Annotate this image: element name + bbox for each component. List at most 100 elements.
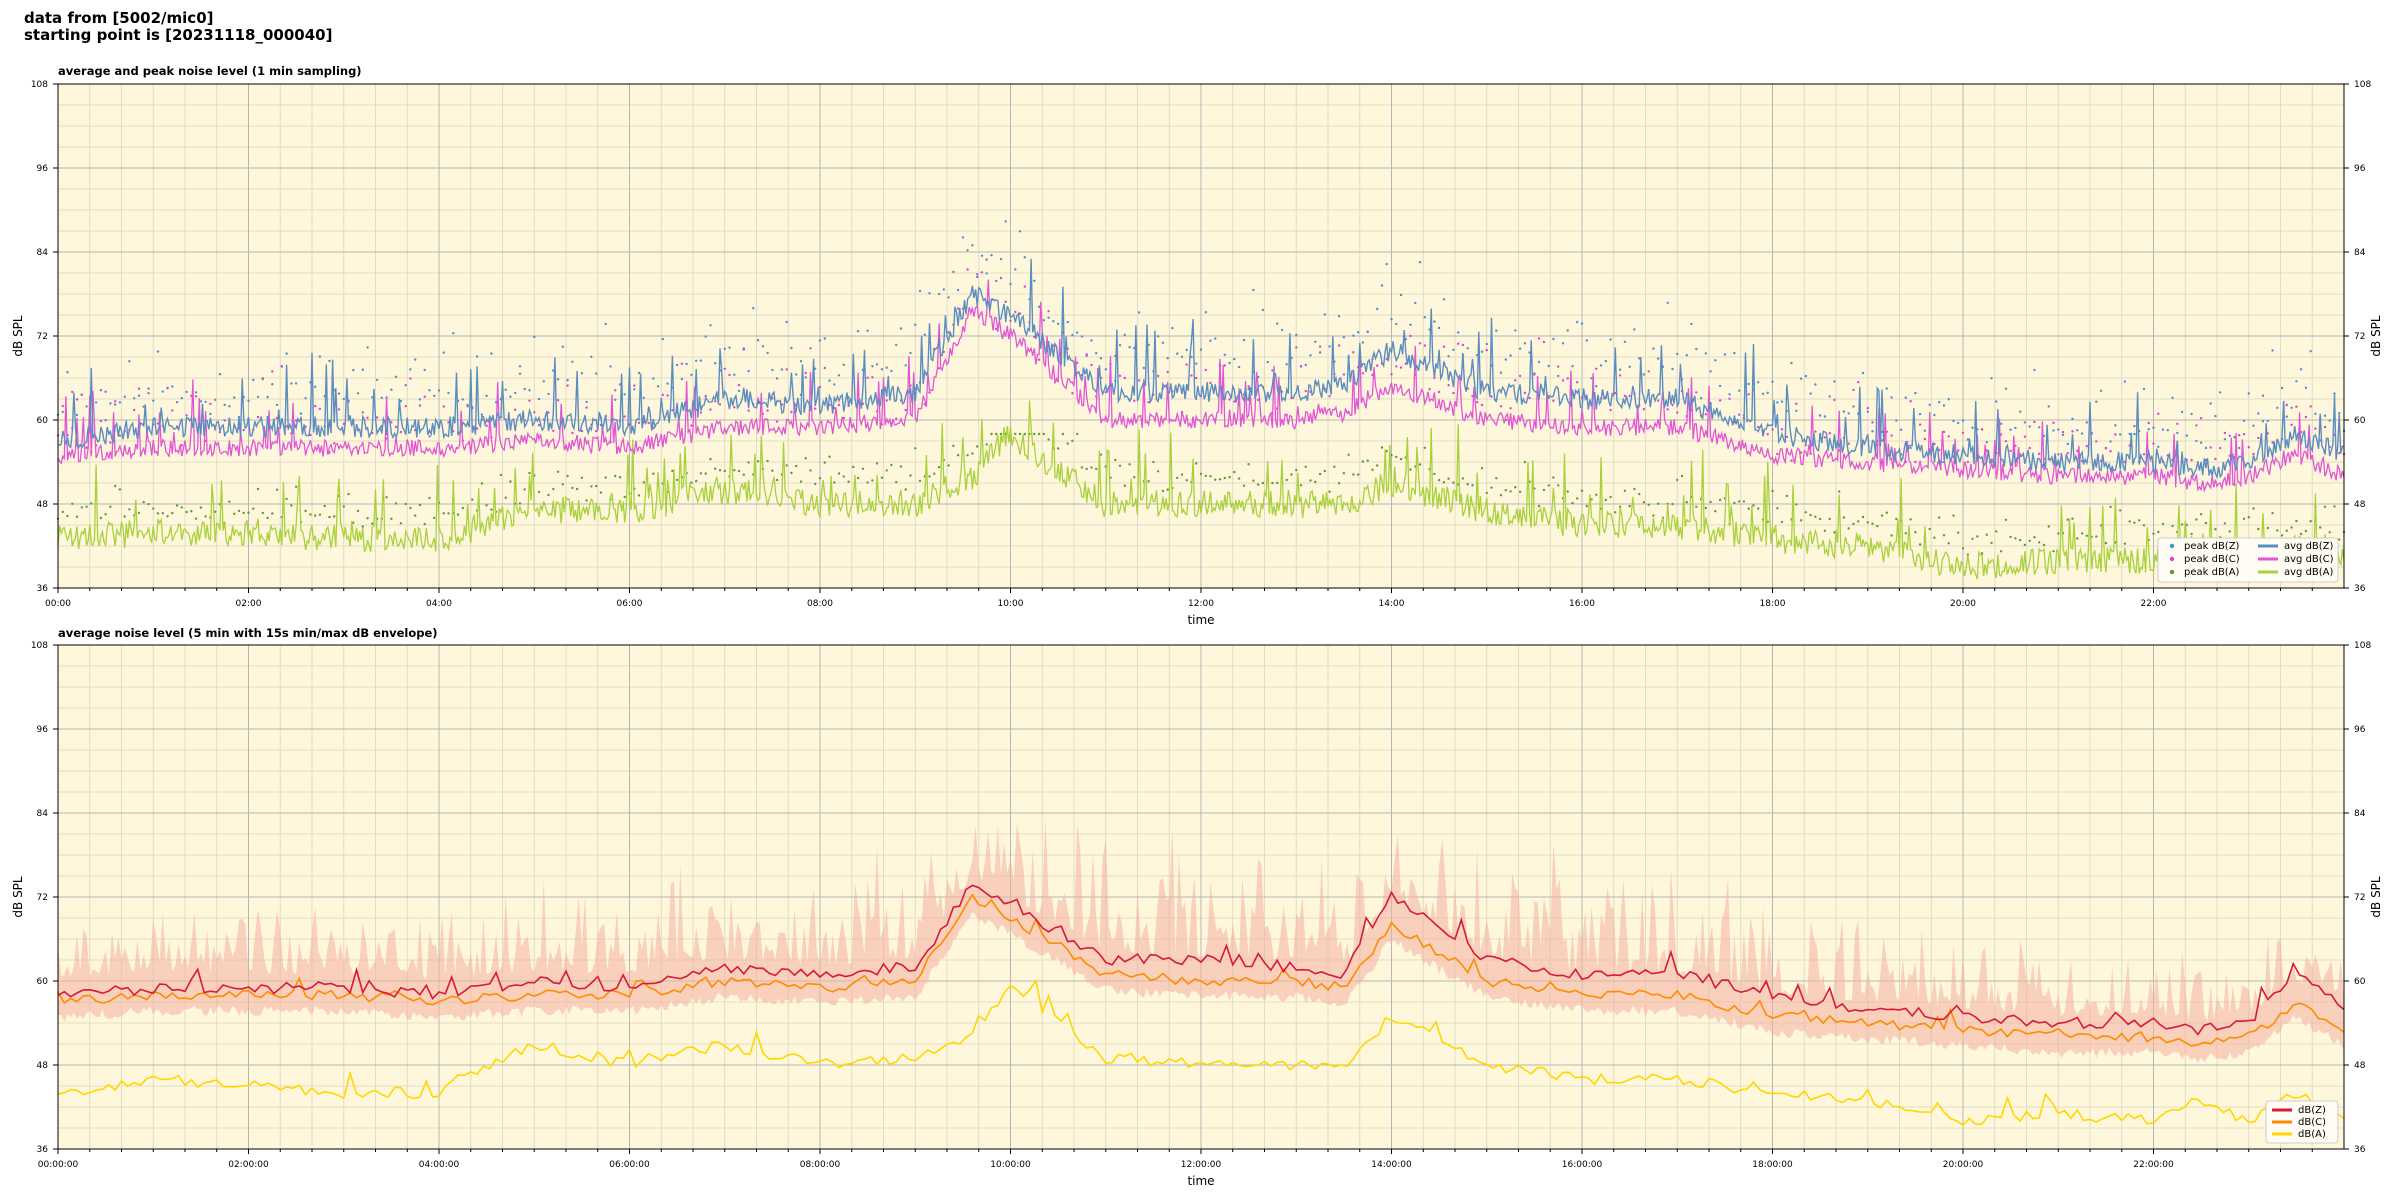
x-tick-label: 18:00 [1760, 599, 1786, 609]
peak-point [1209, 381, 1212, 385]
peak-point [837, 403, 841, 407]
peak-point [399, 430, 403, 434]
peak-point [1423, 344, 1427, 347]
peak-point [1685, 500, 1689, 504]
peak-point [266, 395, 269, 399]
peak-point [885, 469, 888, 472]
peak-point [1514, 329, 1517, 332]
peak-point [2114, 424, 2117, 427]
peak-point [956, 288, 960, 292]
peak-point [1518, 374, 1522, 378]
peak-point [1247, 385, 1250, 388]
peak-point [2157, 445, 2160, 448]
peak-point [775, 478, 779, 482]
peak-point [1347, 453, 1350, 456]
peak-point [875, 462, 879, 465]
peak-point [2104, 447, 2108, 450]
peak-point [1938, 400, 1941, 404]
peak-point [1695, 347, 1698, 351]
y-tick-label-right: 72 [2354, 332, 2365, 342]
y-tick-label-right: 108 [2354, 641, 2371, 651]
peak-point [2047, 405, 2050, 408]
peak-point [137, 394, 141, 397]
peak-point [795, 464, 798, 468]
peak-point [2047, 525, 2050, 528]
peak-point [2119, 509, 2122, 512]
legend-marker [2169, 556, 2175, 562]
peak-point [2338, 451, 2341, 455]
peak-point [895, 417, 898, 420]
peak-point [1118, 374, 1122, 377]
peak-point [2266, 419, 2269, 423]
peak-point [775, 420, 779, 423]
peak-point [2266, 526, 2269, 530]
peak-point [394, 425, 398, 429]
peak-point [2233, 436, 2236, 439]
peak-point [1942, 534, 1946, 537]
peak-point [1142, 366, 1146, 370]
peak-point [1056, 322, 1060, 325]
peak-point [1547, 484, 1550, 487]
x-tick-label: 08:00:00 [800, 1160, 841, 1170]
x-tick-label: 02:00:00 [228, 1160, 269, 1170]
peak-point [423, 368, 426, 372]
peak-point [1614, 511, 1617, 514]
legend-label: peak dB(Z) [2184, 541, 2240, 552]
peak-point [109, 505, 112, 508]
peak-point [1499, 494, 1503, 497]
peak-point [1699, 397, 1703, 400]
peak-point [1814, 515, 1817, 518]
peak-point [418, 404, 422, 407]
peak-point [175, 401, 179, 404]
peak-point [918, 479, 922, 482]
peak-point [266, 516, 269, 520]
peak-point [256, 395, 260, 399]
peak-point [2004, 518, 2008, 521]
peak-point [614, 398, 617, 401]
peak-point [185, 390, 188, 394]
peak-point [580, 372, 584, 375]
peak-point [361, 411, 364, 414]
peak-point [1557, 365, 1560, 368]
peak-point [1523, 460, 1527, 464]
peak-point [2257, 527, 2260, 531]
peak-point [1152, 460, 1155, 464]
peak-point [675, 478, 679, 482]
peak-point [1704, 413, 1708, 416]
peak-point [1485, 342, 1489, 346]
peak-point [633, 388, 636, 391]
peak-point [956, 307, 960, 310]
peak-point [895, 343, 898, 347]
peak-point [1385, 262, 1388, 266]
peak-point [1280, 328, 1284, 332]
peak-point [1799, 377, 1803, 380]
peak-point [871, 365, 874, 368]
peak-point [1776, 452, 1779, 456]
peak-point [156, 512, 160, 515]
peak-point [2052, 429, 2055, 432]
peak-point [1638, 357, 1641, 360]
peak-point [1833, 380, 1836, 383]
peak-point [1214, 337, 1217, 340]
peak-point [733, 469, 736, 472]
peak-point [1252, 479, 1255, 482]
peak-point [1014, 310, 1017, 314]
peak-point [1918, 412, 1922, 416]
peak-point [99, 516, 103, 520]
peak-point [61, 410, 64, 414]
peak-point [237, 509, 241, 513]
peak-point [1838, 490, 1841, 493]
x-tick-label: 20:00:00 [1943, 1160, 1984, 1170]
legend-marker [2169, 543, 2175, 549]
peak-point [1033, 335, 1036, 339]
peak-point [1080, 466, 1084, 469]
peak-point [533, 411, 536, 414]
peak-point [604, 476, 607, 479]
y-tick-label-right: 36 [2354, 584, 2366, 594]
peak-point [118, 488, 122, 491]
peak-point [1090, 466, 1093, 469]
peak-point [2290, 406, 2293, 409]
peak-point [1076, 331, 1079, 334]
peak-point [999, 276, 1003, 280]
peak-point [561, 345, 564, 348]
